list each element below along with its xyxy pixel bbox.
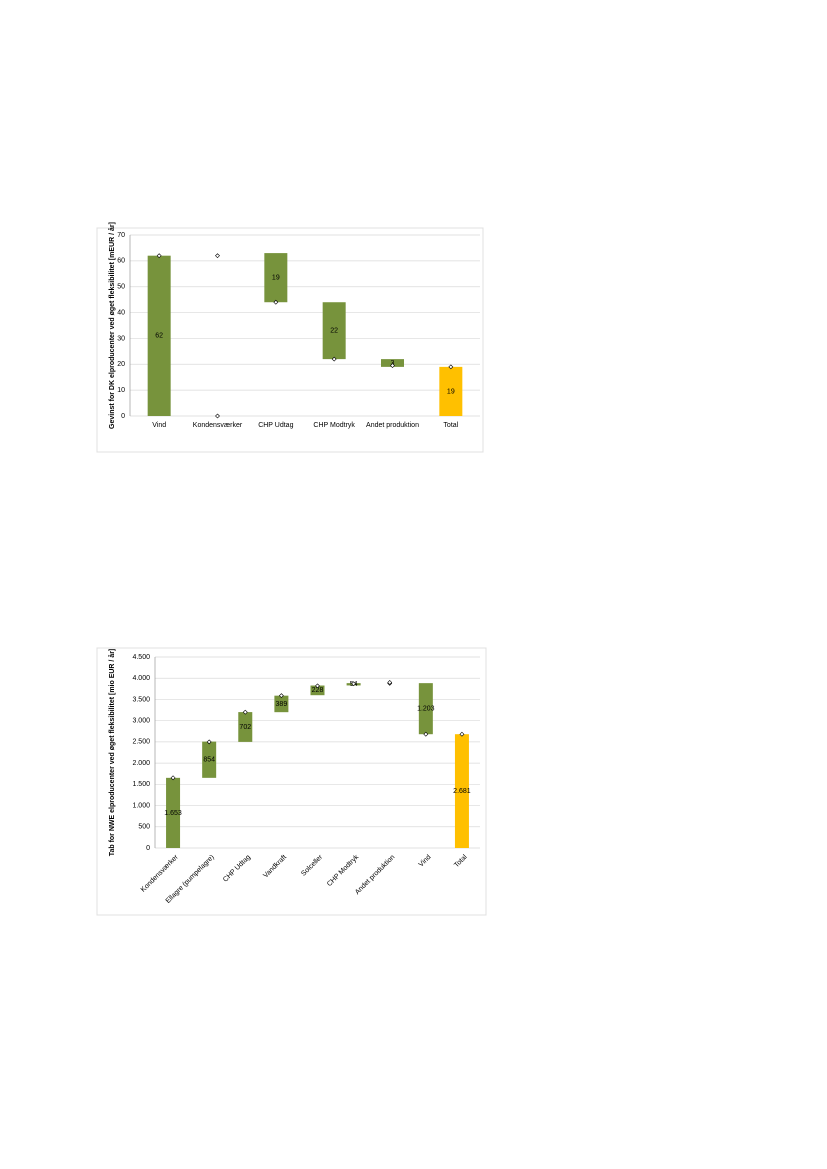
y-tick-label: 10 [117,387,125,394]
bar [322,302,346,360]
bar [166,777,181,848]
marker [156,253,162,259]
bar [274,695,289,713]
marker [170,775,176,781]
bar [202,741,217,778]
marker [215,413,220,419]
marker [206,739,212,745]
marker [273,299,279,305]
y-tick-label: 60 [117,258,125,265]
data-label: 854 [203,757,215,764]
x-tick-label: Andet produktion [354,854,396,896]
bar [439,366,463,416]
data-label: 1.203 [417,706,435,713]
y-tick-label: 4.500 [132,654,150,661]
y-tick-label: 4.000 [132,675,150,682]
bar [381,359,404,367]
data-label: 19 [447,388,455,395]
x-tick-label: Kondensværker [140,853,180,893]
y-tick-label: 3.500 [132,696,150,703]
x-tick-label: Solceller [300,853,324,877]
data-label: 1.653 [164,810,182,817]
y-tick-label: 2.000 [132,760,150,767]
x-tick-label: CHP Modtryk [313,422,355,429]
y-tick-label: 40 [117,309,125,316]
y-tick-label: 50 [117,284,125,291]
data-label: 389 [276,701,288,708]
chart-frame [96,647,487,916]
x-tick-label: Vind [418,854,433,869]
x-tick-label: CHP Udtag [258,422,293,429]
marker [387,680,393,685]
marker [351,681,357,687]
bar [238,712,253,742]
bar [310,685,325,696]
marker [331,356,337,362]
x-tick-label: Total [453,853,469,869]
marker [423,731,429,737]
bar [418,683,433,735]
x-tick-label: CHP Modtryk [326,853,361,888]
bar [147,255,171,416]
y-tick-label: 70 [117,232,125,239]
y-tick-label: 1.000 [132,802,150,809]
bar [264,253,288,303]
x-tick-label: Andet produktion [366,422,419,429]
y-tick-label: 2.500 [132,739,150,746]
y-tick-label: 30 [117,335,125,342]
chart-frame [96,227,484,453]
x-tick-label: Vandkraft [262,854,288,880]
y-tick-label: 0 [121,413,125,420]
y-tick-label: 1.500 [132,781,150,788]
data-label: 19 [272,275,280,282]
x-tick-label: Kondensværker [193,422,243,429]
x-tick-label: CHP Udtag [222,854,252,884]
marker [448,364,454,370]
data-label: 2.681 [453,788,471,795]
marker [459,731,465,737]
x-tick-label: Total [443,422,458,429]
y-axis-label: Gevinst for DK elproducenter ved øget fl… [108,222,116,429]
y-tick-label: 0 [146,845,150,852]
y-tick-label: 3.000 [132,718,150,725]
bar [454,734,469,848]
marker [315,683,320,689]
data-label: 22 [330,328,338,335]
data-label: 228 [312,687,324,694]
marker [215,253,220,259]
x-tick-label: Vind [152,422,166,429]
y-tick-label: 20 [117,361,125,368]
marker [390,363,395,369]
y-tick-label: 500 [138,824,150,831]
data-label: 62 [155,333,163,340]
marker [278,693,284,699]
marker [242,709,248,715]
y-axis-label: Tab for NWE elproducenter ved øget fleks… [108,649,116,857]
data-label: 702 [239,724,251,731]
